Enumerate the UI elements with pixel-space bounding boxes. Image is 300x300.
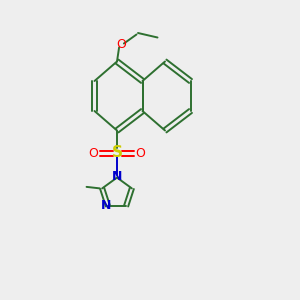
Text: O: O — [117, 38, 126, 52]
Text: S: S — [112, 145, 122, 160]
Text: O: O — [89, 147, 98, 160]
Text: N: N — [112, 170, 122, 183]
Text: N: N — [101, 199, 112, 212]
Text: O: O — [136, 147, 145, 160]
